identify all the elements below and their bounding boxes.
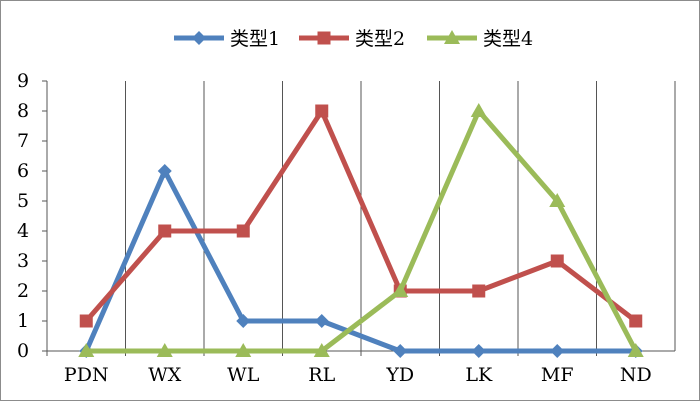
- legend-item-3: 类型4: [427, 28, 533, 50]
- data-point-marker: [158, 224, 172, 238]
- axes: [42, 80, 675, 356]
- legend-marker: [317, 31, 331, 45]
- series-2: [79, 104, 643, 328]
- data-point-marker: [157, 164, 172, 178]
- series-3: [78, 103, 644, 357]
- y-tick-label: 5: [17, 190, 29, 212]
- data-point-marker: [470, 103, 487, 117]
- x-tick-label: LK: [465, 364, 493, 386]
- data-point-marker: [471, 344, 486, 358]
- data-point-marker: [79, 314, 93, 328]
- legend-item-1: 类型1: [174, 28, 280, 50]
- y-tick-label: 1: [17, 310, 29, 332]
- data-point-marker: [627, 343, 644, 357]
- x-tick-label: WX: [148, 364, 182, 386]
- series-line: [83, 108, 639, 354]
- series-line: [83, 168, 639, 354]
- y-tick-label: 4: [17, 220, 29, 242]
- x-tick-label: MF: [541, 364, 574, 386]
- data-point-marker: [549, 193, 566, 207]
- legend-marker: [444, 30, 460, 44]
- data-point-marker: [393, 344, 408, 358]
- y-tick-label: 7: [17, 130, 29, 152]
- data-point-marker: [550, 254, 564, 268]
- legend-label: 类型2: [355, 28, 405, 50]
- data-point-marker: [392, 283, 409, 297]
- x-tick-label: PDN: [64, 364, 109, 386]
- y-tick-label: 6: [17, 160, 29, 182]
- y-tick-label: 0: [17, 340, 29, 362]
- data-point-marker: [629, 314, 643, 328]
- series: [78, 103, 644, 358]
- x-axis-tick-labels: PDN WX WL RL YD LK MF ND: [64, 364, 652, 386]
- data-point-marker: [236, 314, 251, 328]
- data-point-marker: [235, 343, 252, 357]
- data-point-marker: [236, 224, 250, 238]
- data-point-marker: [472, 284, 486, 298]
- y-tick-label: 2: [17, 280, 29, 302]
- x-tick-label: YD: [385, 364, 414, 386]
- x-tick-label: RL: [308, 364, 335, 386]
- x-tick-label: WL: [227, 364, 260, 386]
- y-axis-tick-labels: 0 1 2 3 4 5 6 7 8 9: [17, 70, 29, 362]
- y-tick-label: 9: [17, 70, 29, 92]
- legend-label: 类型1: [230, 28, 280, 50]
- data-point-marker: [78, 343, 95, 357]
- y-tick-label: 8: [17, 100, 29, 122]
- x-tick-label: ND: [620, 364, 652, 386]
- data-point-marker: [314, 314, 329, 328]
- data-point-marker: [156, 343, 173, 357]
- series-line: [83, 108, 639, 324]
- legend-item-2: 类型2: [299, 28, 405, 50]
- legend-marker: [192, 31, 206, 45]
- gridlines: [125, 81, 676, 351]
- legend: 类型1 类型2 类型4: [174, 28, 533, 50]
- y-tick-label: 3: [17, 250, 29, 272]
- legend-label: 类型4: [483, 28, 533, 50]
- data-point-marker: [315, 104, 329, 118]
- data-point-marker: [313, 343, 330, 357]
- data-point-marker: [550, 344, 565, 358]
